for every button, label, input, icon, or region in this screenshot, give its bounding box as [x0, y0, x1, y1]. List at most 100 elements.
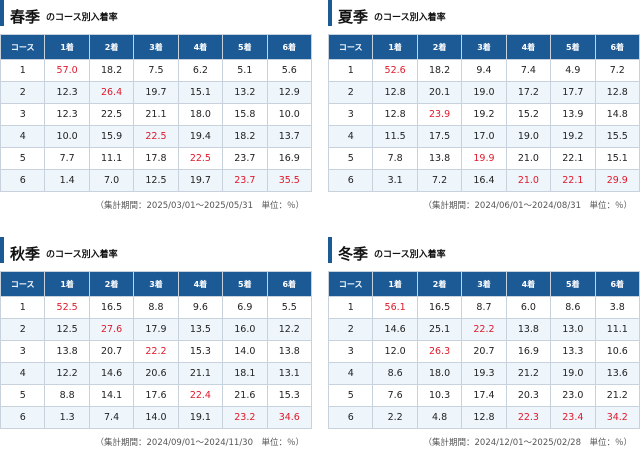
rate-cell: 13.9: [550, 103, 596, 126]
rate-cell: 12.8: [594, 81, 640, 104]
course-cell: 6: [327, 169, 374, 192]
rate-cell: 15.9: [88, 125, 135, 148]
course-cell: 1: [0, 296, 46, 319]
rate-cell: 18.2: [88, 59, 135, 82]
column-header: 6着: [266, 271, 313, 297]
rate-cell: 12.2: [44, 362, 90, 385]
rate-cell: 21.1: [177, 362, 224, 385]
rate-cell: 16.9: [505, 340, 552, 363]
rate-cell: 12.2: [266, 318, 313, 341]
column-header: 4着: [177, 34, 224, 60]
table-row: 2 12.3 26.4 19.7 15.1 13.2 12.9: [0, 81, 313, 104]
rate-cell: 15.1: [594, 147, 640, 170]
period-note: （集計期間：2025/03/01〜2025/05/31 単位：％）: [95, 201, 304, 211]
rate-cell: 16.5: [88, 296, 135, 319]
column-header: 1着: [372, 34, 418, 60]
rate-cell: 7.4: [88, 406, 135, 429]
rate-cell: 18.2: [222, 125, 268, 148]
rate-cell: 20.3: [505, 384, 552, 407]
column-header: コース: [0, 271, 46, 297]
rate-cell: 19.7: [133, 81, 179, 104]
rate-cell: 7.2: [416, 169, 463, 192]
rate-cell: 10.0: [44, 125, 90, 148]
rate-cell: 20.6: [133, 362, 179, 385]
rate-cell: 19.1: [177, 406, 224, 429]
column-header: 1着: [44, 271, 90, 297]
course-cell: 4: [327, 125, 374, 148]
rate-cell: 3.8: [594, 296, 640, 319]
rate-cell: 15.1: [177, 81, 224, 104]
rate-cell: 6.0: [505, 296, 552, 319]
column-header: 4着: [505, 271, 552, 297]
rate-cell: 16.0: [222, 318, 268, 341]
rate-cell: 8.6: [550, 296, 596, 319]
rate-cell: 14.0: [222, 340, 268, 363]
rate-cell: 52.6: [372, 59, 418, 82]
rate-cell: 22.4: [177, 384, 224, 407]
rate-cell: 21.0: [505, 169, 552, 192]
column-header: 3着: [133, 34, 179, 60]
rate-cell: 14.6: [372, 318, 418, 341]
table-row: 1 57.0 18.2 7.5 6.2 5.1 5.6: [0, 59, 313, 82]
rate-cell: 16.5: [416, 296, 463, 319]
column-header: コース: [327, 271, 374, 297]
stats-table: コース 1着 2着 3着 4着 5着 6着 1 57.0 18.2 7.5 6.2 5.1 5.6 2 12.…: [0, 34, 313, 192]
table-row: 3 12.3 22.5 21.1 18.0 15.8 10.0: [0, 103, 313, 126]
rate-cell: 19.0: [505, 125, 552, 148]
panel-subtitle: のコース別入着率: [374, 250, 446, 260]
course-cell: 2: [0, 318, 46, 341]
column-header: 6着: [594, 34, 640, 60]
course-cell: 5: [0, 147, 46, 170]
season-label: 冬季: [338, 245, 369, 263]
rate-cell: 21.2: [505, 362, 552, 385]
rate-cell: 14.0: [133, 406, 179, 429]
rate-cell: 23.9: [416, 103, 463, 126]
rate-cell: 8.6: [372, 362, 418, 385]
rate-cell: 15.3: [177, 340, 224, 363]
rate-cell: 26.3: [416, 340, 463, 363]
rate-cell: 22.3: [505, 406, 552, 429]
rate-cell: 22.1: [550, 147, 596, 170]
table-row: 2 12.8 20.1 19.0 17.2 17.7 12.8: [327, 81, 640, 104]
table-row: 5 8.8 14.1 17.6 22.4 21.6 15.3: [0, 384, 313, 407]
course-cell: 6: [0, 406, 46, 429]
rate-cell: 5.1: [222, 59, 268, 82]
column-header: コース: [327, 34, 374, 60]
column-header: 1着: [372, 271, 418, 297]
column-header: 4着: [505, 34, 552, 60]
rate-cell: 12.8: [372, 103, 418, 126]
course-cell: 4: [0, 362, 46, 385]
course-cell: 2: [327, 81, 374, 104]
rate-cell: 11.1: [88, 147, 135, 170]
table-header-row: コース 1着 2着 3着 4着 5着 6着: [0, 271, 313, 297]
column-header: 5着: [222, 34, 268, 60]
rate-cell: 35.5: [266, 169, 313, 192]
rate-cell: 15.3: [266, 384, 313, 407]
table-header-row: コース 1着 2着 3着 4着 5着 6着: [0, 34, 313, 60]
rate-cell: 21.2: [594, 384, 640, 407]
rate-cell: 9.4: [461, 59, 507, 82]
course-cell: 2: [0, 81, 46, 104]
rate-cell: 13.2: [222, 81, 268, 104]
season-label: 夏季: [338, 8, 369, 26]
column-header: 6着: [266, 34, 313, 60]
table-row: 1 56.1 16.5 8.7 6.0 8.6 3.8: [327, 296, 640, 319]
season-panel: 秋季 のコース別入着率 コース 1着 2着 3着 4着 5着 6着 1 52.5 16.5 8.8 9.6…: [0, 237, 313, 448]
rate-cell: 17.8: [133, 147, 179, 170]
rate-cell: 4.8: [416, 406, 463, 429]
column-header: 2着: [88, 271, 135, 297]
rate-cell: 7.0: [88, 169, 135, 192]
table-header-row: コース 1着 2着 3着 4着 5着 6着: [327, 34, 640, 60]
rate-cell: 7.4: [505, 59, 552, 82]
rate-cell: 6.9: [222, 296, 268, 319]
rate-cell: 17.6: [133, 384, 179, 407]
rate-cell: 4.9: [550, 59, 596, 82]
panel-subtitle: のコース別入着率: [46, 250, 118, 260]
rate-cell: 17.2: [505, 81, 552, 104]
rate-cell: 10.6: [594, 340, 640, 363]
rate-cell: 23.2: [222, 406, 268, 429]
panel-subtitle: のコース別入着率: [374, 13, 446, 23]
season-label: 春季: [10, 8, 41, 26]
rate-cell: 14.8: [594, 103, 640, 126]
rate-cell: 10.0: [266, 103, 313, 126]
